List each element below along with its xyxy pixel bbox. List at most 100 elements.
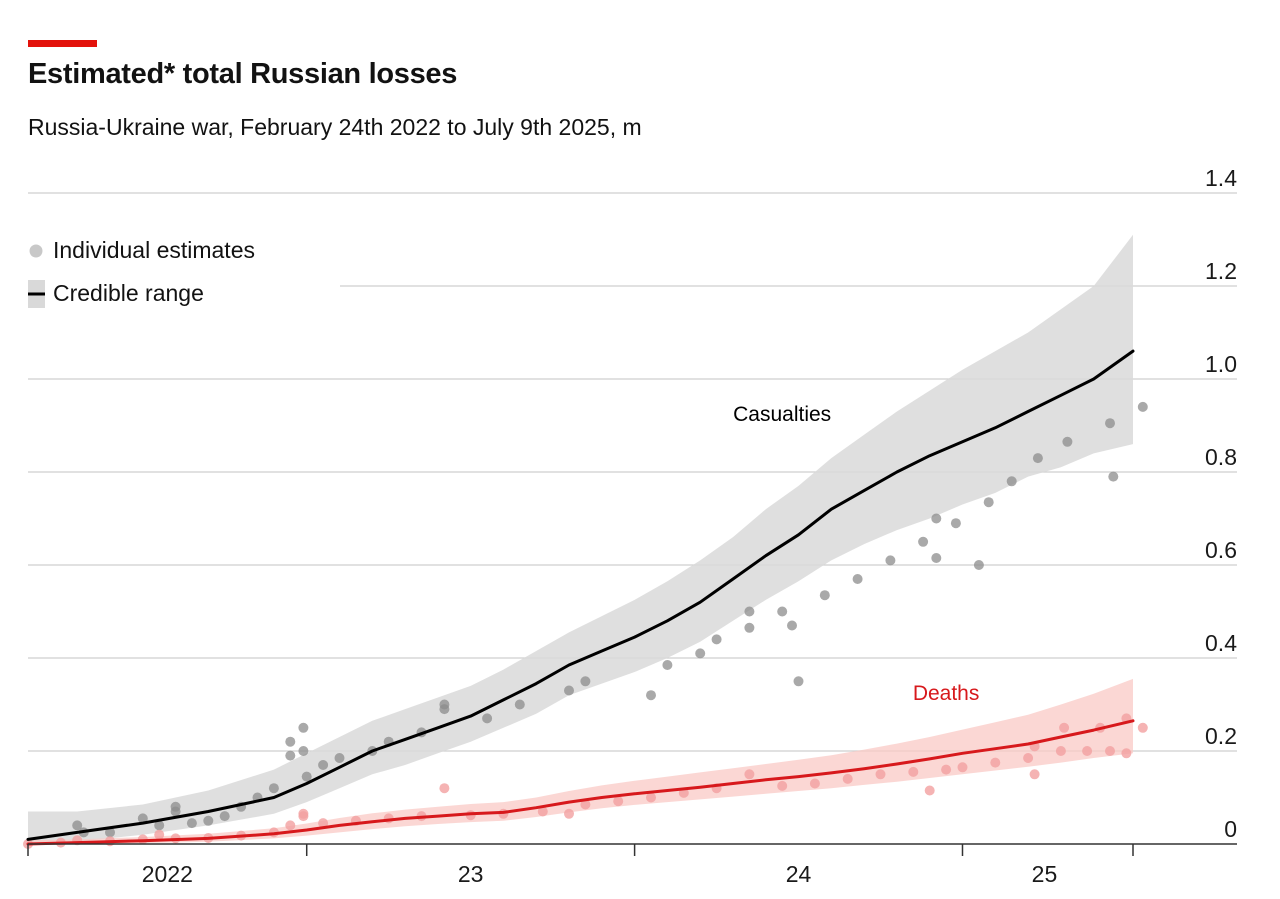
casualties-estimate-point-8 [203,815,214,826]
casualties-estimate-point-13 [285,750,296,761]
x-axis: 2022 23 24 25 [27,843,1237,887]
legend: Individual estimates Credible range [28,237,255,308]
casualties-estimate-point-2 [105,827,115,838]
y-tick-label-1: 0.2 [1205,723,1237,749]
casualties-estimate-point-29 [646,690,656,701]
chart-subtitle: Russia-Ukraine war, February 24th 2022 t… [28,114,642,140]
casualties-estimate-point-52 [1137,401,1148,412]
y-tick-label-3: 0.6 [1205,537,1237,563]
casualties-label: Casualties [733,403,831,426]
casualties-estimate-point-6 [170,806,181,817]
deaths-estimate-point-23 [613,796,624,807]
casualties-estimate-point-16 [298,746,309,756]
deaths-estimate-point-42 [1082,746,1093,756]
casualties-estimate-point-36 [787,620,797,631]
deaths-line [26,719,1135,846]
deaths-estimate-point-10 [285,820,296,831]
casualties-estimate-point-47 [1006,476,1017,487]
casualties-estimate-point-44 [950,518,961,529]
casualties-estimate-point-32 [711,634,722,645]
casualties-estimate-point-48 [1032,453,1043,464]
casualties-estimate-point-9 [219,811,230,822]
casualties-estimate-point-18 [318,760,329,770]
deaths-estimate-point-12 [298,808,309,819]
deaths-estimate-point-28 [777,780,788,791]
casualties-estimate-point-14 [285,736,296,747]
casualties-estimate-point-30 [662,660,673,670]
casualties-estimate-point-37 [793,676,804,687]
casualties-estimate-point-33 [744,622,755,633]
legend-label-credible-range: Credible range [53,280,204,306]
y-tick-label-0: 0 [1224,816,1237,842]
casualties-estimate-point-49 [1062,436,1073,447]
deaths-estimate-point-30 [842,773,853,784]
deaths-estimate-point-34 [941,764,952,775]
deaths-estimate-point-21 [564,808,574,819]
casualties-estimate-point-7 [186,818,197,829]
casualties-estimate-point-39 [852,574,863,584]
casualties-estimate-point-38 [819,590,830,601]
x-tick-label-2: 24 [786,861,812,887]
deaths-estimate-point-35 [957,762,968,773]
y-tick-label-7: 1.4 [1205,165,1237,191]
deaths-estimate-point-29 [809,778,820,789]
deaths-estimate-point-27 [744,769,755,780]
casualties-estimate-point-19 [334,753,345,763]
casualties-estimate-point-17 [301,771,312,782]
casualties-estimate-point-41 [918,536,929,547]
casualties-estimate-point-46 [983,497,994,508]
casualties-estimate-point-50 [1105,418,1115,429]
accent-bar [28,40,97,47]
y-tick-label-4: 0.8 [1205,444,1237,470]
casualties-estimate-point-0 [72,820,83,831]
casualties-estimate-point-24 [439,699,450,710]
casualties-line [26,349,1135,841]
x-tick-label-0: 2022 [142,861,193,887]
casualties-estimate-point-42 [931,553,942,563]
legend-dot-icon [29,244,43,258]
casualties-estimate-point-45 [973,560,984,570]
casualties-estimate-point-26 [514,699,525,710]
deaths-estimate-point-5 [154,829,165,840]
casualties-estimate-point-3 [137,813,148,824]
series-labels: Casualties Deaths [733,403,979,705]
casualties-estimate-point-27 [564,685,574,696]
x-tick-label-3: 25 [1032,861,1058,887]
casualties-estimate-point-43 [931,513,942,524]
deaths-estimate-point-32 [908,766,919,777]
deaths-label: Deaths [913,682,980,705]
deaths-estimate-point-20 [537,806,548,817]
legend-label-estimates: Individual estimates [53,237,255,263]
deaths-estimate-point-45 [1121,748,1132,759]
casualties-estimate-point-4 [154,820,165,831]
casualties-estimate-point-34 [744,606,755,617]
series-lines [26,349,1135,846]
deaths-estimate-point-17 [439,783,450,794]
casualties-estimate-point-25 [482,713,493,724]
casualties-estimate-point-15 [298,722,309,733]
deaths-estimate-point-22 [580,799,591,810]
deaths-estimate-point-44 [1105,746,1115,756]
deaths-estimate-point-41 [1059,722,1070,733]
casualties-estimate-point-31 [695,648,706,659]
deaths-estimate-point-47 [1137,722,1148,733]
x-tick-label-1: 23 [458,861,484,887]
deaths-estimate-point-13 [318,818,329,829]
chart-title: Estimated* total Russian losses [28,58,458,90]
casualties-estimate-point-35 [777,606,788,617]
casualties-estimate-point-40 [885,555,896,566]
casualties-estimate-point-12 [268,783,279,794]
y-tick-label-6: 1.2 [1205,258,1237,284]
casualties-estimate-point-51 [1108,471,1119,482]
y-tick-label-2: 0.4 [1205,630,1237,656]
y-tick-label-5: 1.0 [1205,351,1237,377]
deaths-estimate-point-37 [1023,753,1034,763]
deaths-estimate-point-40 [1055,746,1066,756]
casualties-estimate-point-28 [580,676,591,687]
deaths-estimate-point-36 [990,757,1001,768]
deaths-estimate-point-38 [1029,769,1040,780]
deaths-estimate-point-31 [875,769,886,780]
deaths-estimate-point-24 [646,792,656,803]
deaths-estimate-point-33 [924,785,935,796]
